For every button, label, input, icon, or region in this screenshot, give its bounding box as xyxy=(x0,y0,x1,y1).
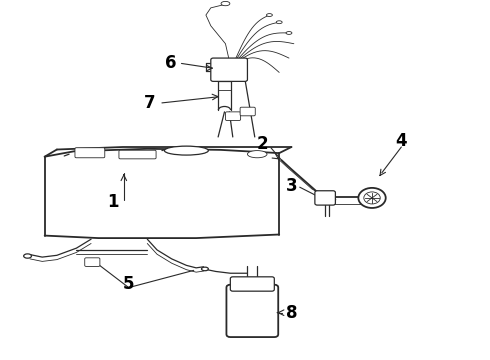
Ellipse shape xyxy=(267,14,272,17)
Ellipse shape xyxy=(164,146,208,155)
FancyBboxPatch shape xyxy=(85,258,100,266)
FancyBboxPatch shape xyxy=(75,148,105,158)
Ellipse shape xyxy=(276,21,282,24)
Text: 5: 5 xyxy=(123,275,134,293)
Text: 7: 7 xyxy=(144,94,155,112)
FancyBboxPatch shape xyxy=(315,191,335,205)
Ellipse shape xyxy=(201,267,208,271)
Ellipse shape xyxy=(221,1,230,6)
FancyBboxPatch shape xyxy=(211,58,247,81)
Ellipse shape xyxy=(358,188,386,208)
Text: 6: 6 xyxy=(165,54,176,72)
Text: 3: 3 xyxy=(286,177,297,195)
Ellipse shape xyxy=(286,32,292,35)
Text: 2: 2 xyxy=(257,135,269,153)
FancyBboxPatch shape xyxy=(225,112,241,121)
FancyBboxPatch shape xyxy=(230,277,274,291)
FancyBboxPatch shape xyxy=(119,150,156,159)
FancyBboxPatch shape xyxy=(240,107,255,116)
Ellipse shape xyxy=(247,150,267,158)
Ellipse shape xyxy=(24,254,31,258)
FancyBboxPatch shape xyxy=(226,285,278,337)
Text: 8: 8 xyxy=(286,304,297,322)
Ellipse shape xyxy=(364,192,380,204)
Text: 4: 4 xyxy=(395,131,407,149)
Text: 1: 1 xyxy=(107,193,119,211)
